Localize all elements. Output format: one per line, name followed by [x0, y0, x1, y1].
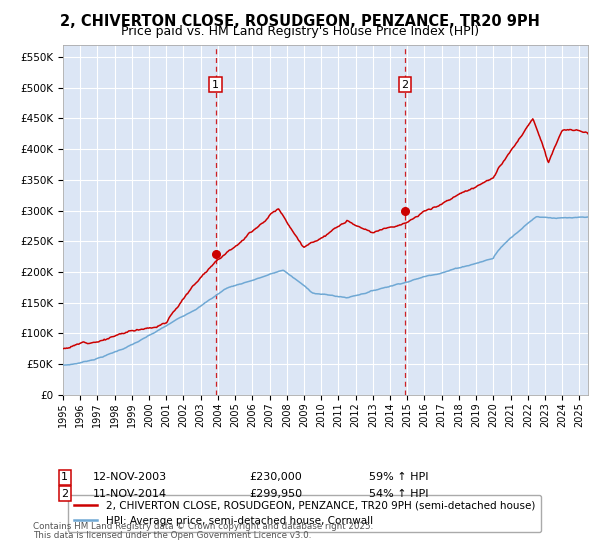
Text: 2, CHIVERTON CLOSE, ROSUDGEON, PENZANCE, TR20 9PH: 2, CHIVERTON CLOSE, ROSUDGEON, PENZANCE,…	[60, 14, 540, 29]
Text: £230,000: £230,000	[249, 472, 302, 482]
Text: 2: 2	[401, 80, 409, 90]
Text: 54% ↑ HPI: 54% ↑ HPI	[369, 489, 428, 499]
Text: This data is licensed under the Open Government Licence v3.0.: This data is licensed under the Open Gov…	[33, 531, 311, 540]
Text: £299,950: £299,950	[249, 489, 302, 499]
Text: 12-NOV-2003: 12-NOV-2003	[93, 472, 167, 482]
Text: Price paid vs. HM Land Registry's House Price Index (HPI): Price paid vs. HM Land Registry's House …	[121, 25, 479, 38]
Text: 2: 2	[61, 489, 68, 499]
Text: 1: 1	[212, 80, 219, 90]
Text: 1: 1	[61, 472, 68, 482]
Text: Contains HM Land Registry data © Crown copyright and database right 2025.: Contains HM Land Registry data © Crown c…	[33, 522, 373, 531]
Legend: 2, CHIVERTON CLOSE, ROSUDGEON, PENZANCE, TR20 9PH (semi-detached house), HPI: Av: 2, CHIVERTON CLOSE, ROSUDGEON, PENZANCE,…	[68, 494, 541, 532]
Text: 11-NOV-2014: 11-NOV-2014	[93, 489, 167, 499]
Text: 59% ↑ HPI: 59% ↑ HPI	[369, 472, 428, 482]
